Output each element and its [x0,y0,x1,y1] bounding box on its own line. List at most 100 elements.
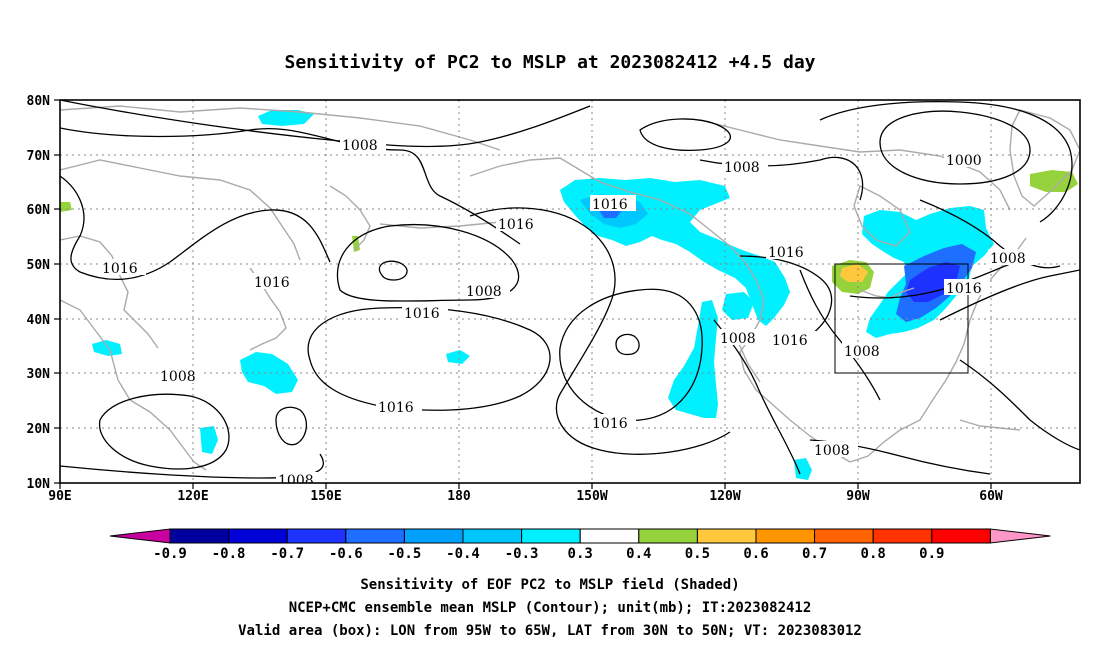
contour-label: 1008 [844,344,880,360]
shade-cyan-mexico [794,458,812,480]
colorbar-tick-label: 0.7 [802,546,827,562]
contour-label: 1008 [278,473,314,489]
axis-ticks [54,99,992,489]
shade-cyan-philippine-sea [240,352,298,394]
colorbar-segment [638,528,698,544]
contour-1000-closed [879,110,1031,185]
coast-na-west [739,261,851,463]
colorbar-low-extension [109,528,171,544]
contour-label: 1016 [498,217,534,233]
contour-label: 1016 [378,400,414,416]
lat-label: 80N [27,94,51,109]
lat-label: 10N [27,477,51,492]
colorbar-segment [228,528,288,544]
contour-label: 1008 [814,443,850,459]
contour-1016-aleutian [60,175,331,281]
figure-title: Sensitivity of PC2 to MSLP at 2023082412… [284,52,815,73]
contour-label: 1016 [254,275,290,291]
footer-line-3: Valid area (box): LON from 95W to 65W, L… [238,623,862,639]
coast-gulf-mexico [849,343,965,463]
coast-hudson-bay [853,185,911,247]
colorbar-tick-label: 0.6 [743,546,768,562]
colorbar-tick-label: 0.4 [626,546,651,562]
lat-label: 40N [27,313,51,328]
colorbar-segment [286,528,347,544]
contour-1016-closed-w [378,260,408,281]
lat-label: 50N [27,258,51,273]
colorbar-segment [696,528,757,544]
contour-1008-atlantic [919,199,1061,269]
contour-label: 1016 [946,281,982,297]
contour-1016-atlantic [939,269,1080,321]
colorbar-segment [755,528,816,544]
contour-1008-us-central [799,269,881,401]
colorbar-segment [462,528,523,544]
lon-labels: 90E 120E 150E 180 150W 120W 90W 60W [48,489,1003,504]
colorbar-high-extension [989,528,1051,544]
lat-labels: 80N 70N 60N 50N 40N 30N 20N 10N [27,94,51,492]
coast-russia-far-east [60,159,301,261]
contour-label: 1008 [342,138,378,154]
colorbar-tick-label: -0.7 [270,546,304,562]
colorbar-tick-label: -0.3 [505,546,539,562]
coast-arctic-russia [60,105,501,151]
lon-label: 180 [447,489,471,504]
colorbar-segment [169,528,230,544]
contour-1016-w-ring [98,393,230,470]
contour-label: 1016 [592,197,628,213]
colorbar-tick-label: -0.8 [212,546,246,562]
contour-1016-us-east [849,263,1011,299]
contour-label: 1016 [768,245,804,261]
contour-1008-low [336,223,520,302]
colorbar-tick-label: 0.3 [568,546,593,562]
lat-label: 60N [27,203,51,218]
contour-1016-e-ring [275,406,307,446]
contour-1008-arctic-east [819,101,1073,223]
shade-orange-great-lakes [840,264,868,282]
colorbar-tick-label: -0.5 [388,546,422,562]
valid-area-box [834,263,969,374]
shade-cyan-na-west-coast [668,300,718,418]
shade-green-west-siberia [60,202,72,212]
contour-1016-far-east [959,359,1080,451]
colorbar-tick-label: 0.5 [685,546,710,562]
coast-caribbean [959,419,1021,431]
contour-label: 1000 [946,153,982,169]
contour-label: 1008 [720,331,756,347]
contour-label: 1008 [990,251,1026,267]
colorbar-tick-label: -0.6 [329,546,363,562]
lon-label: 60W [979,489,1003,504]
map-border [59,99,1081,484]
colorbar-segment [872,528,933,544]
shade-cyan-east-china [92,340,122,356]
contour-label: 1016 [772,333,808,349]
lon-label: 150E [310,489,341,504]
shade-dark-ne-us [906,262,960,302]
colorbar: -0.9 -0.8 -0.7 -0.6 -0.5 -0.4 -0.3 0.3 0.4 0.5 0.6… [109,528,1051,562]
contour-1016-closed-e [615,333,640,356]
lat-label: 20N [27,422,51,437]
shade-cyan-mid-pacific [446,350,470,364]
coast-east-asia [60,299,207,471]
coast-greenland [1009,109,1080,207]
lon-label: 90E [48,489,71,504]
lon-label: 150W [576,489,607,504]
contour-label: 1016 [592,416,628,432]
colorbar-segment [814,528,874,544]
contour-1016-subtropics [60,453,325,479]
colorbar-segment [931,528,991,544]
colorbar-segment [345,528,405,544]
coast-kamchatka [329,185,371,251]
footer-line-1: Sensitivity of EOF PC2 to MSLP field (Sh… [360,577,739,593]
coast-alaska [469,157,746,263]
colorbar-segment [403,528,464,544]
contour-labels: 1008 1016 1008 1000 1016 1016 1016 1008 … [100,136,1034,489]
contour-1016-ne-pacific [559,288,703,421]
map-layers: 1008 1016 1008 1000 1016 1016 1016 1008 … [60,100,1080,489]
contour-label: 1016 [404,306,440,322]
shade-cyan-south-china [200,426,218,454]
colorbar-tick-label: 0.8 [861,546,886,562]
footer-line-2: NCEP+CMC ensemble mean MSLP (Contour); u… [289,600,812,616]
shade-cyan-sw [722,292,754,320]
